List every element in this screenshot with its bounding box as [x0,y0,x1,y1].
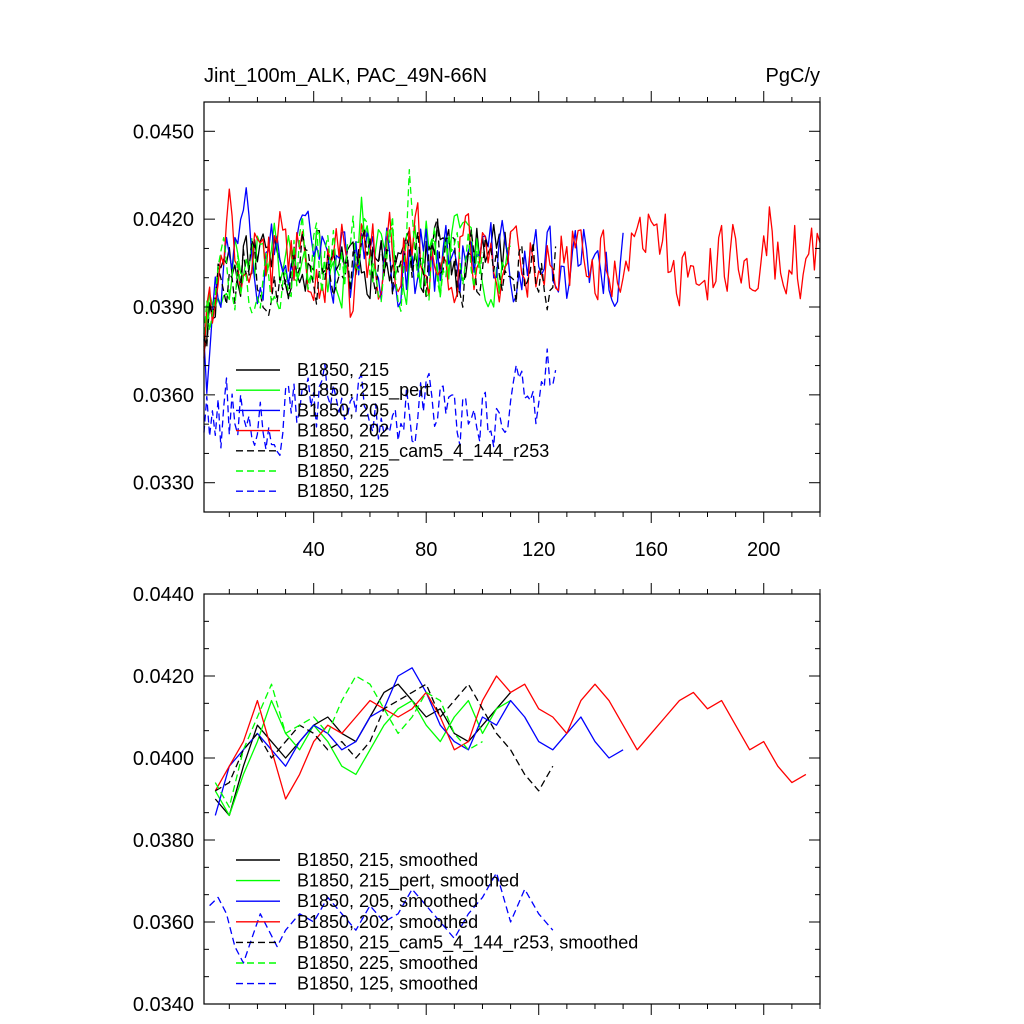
x-tick-label: 80 [415,539,437,561]
legend-label: B1850, 205, smoothed [297,891,478,911]
x-tick-label: 200 [747,539,780,561]
x-tick-label: 120 [522,539,555,561]
legend-label: B1850, 225, smoothed [297,953,478,973]
series-line-bottom-3 [214,675,807,800]
x-tick-label: 160 [635,539,668,561]
y-tick-label: 0.0440 [133,584,194,606]
y-tick-label: 0.0380 [133,830,194,852]
y-tick-label: 0.0340 [133,994,194,1016]
top-chart-units: PgC/y [766,65,820,87]
legend-label: B1850, 202, smoothed [297,912,478,932]
y-tick-label: 0.0390 [133,297,194,319]
series-line-top-2 [203,187,624,395]
y-tick-label: 0.0450 [133,121,194,143]
legend-label: B1850, 125 [297,481,389,501]
legend-label: B1850, 215, smoothed [297,850,478,870]
y-tick-label: 0.0420 [133,209,194,231]
legend-label: B1850, 205 [297,400,389,420]
bottom-plot-frame [203,593,821,1005]
top-panel: Jint_100m_ALK, PAC_49N-66N PgC/y 0.0330 0… [133,65,821,561]
series-line-bottom-2 [214,667,624,816]
series-line-bottom-4 [214,683,554,792]
series-line-bottom-6 [209,872,554,964]
legend-label: B1850, 215_cam5_4_144_r253 [297,441,549,462]
series-line-top-5 [203,168,484,335]
legend-label: B1850, 215_pert, smoothed [297,871,519,892]
bottom-panel: 0.0340 0.0360 0.0380 0.0400 0.0420 0.0440 B185… [133,583,821,1016]
y-tick-label: 0.0360 [133,385,194,407]
series-line-bottom-5 [214,675,483,808]
top-chart-title: Jint_100m_ALK, PAC_49N-66N [204,65,487,87]
legend-label: B1850, 125, smoothed [297,974,478,994]
y-tick-label: 0.0420 [133,666,194,688]
series-line-bottom-1 [214,699,511,817]
legend-label: B1850, 225 [297,461,389,481]
series-line-top-4 [203,217,557,348]
y-tick-label: 0.0360 [133,912,194,934]
x-tick-label: 40 [303,539,325,561]
series-line-top-6 [203,348,557,457]
legend-label: B1850, 215_pert [297,380,430,401]
series-line-top-1 [203,196,512,348]
legend-label: B1850, 215_cam5_4_144_r253, smoothed [297,932,638,953]
legend-label: B1850, 215 [297,360,389,380]
legend-label: B1850, 202 [297,421,389,441]
y-tick-label: 0.0330 [133,473,194,495]
top-plot-frame [203,101,821,513]
y-tick-label: 0.0400 [133,748,194,770]
